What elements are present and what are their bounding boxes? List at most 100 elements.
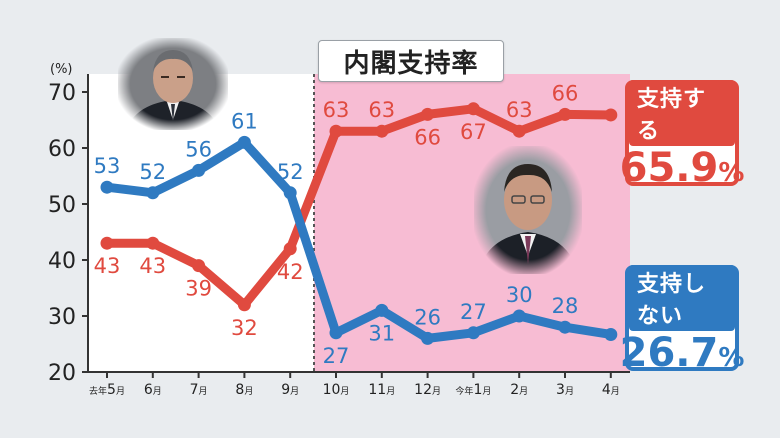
support-data-point [604, 108, 618, 122]
x-tick-month: 3 [556, 382, 565, 398]
support-data-point [558, 107, 572, 121]
support-data-label: 67 [460, 120, 487, 144]
x-tick-prefix: 去年 [89, 385, 107, 397]
support-callout: 支持する 65.9% [620, 80, 744, 188]
x-tick-label: 今年1月 [455, 382, 491, 398]
x-tick-label: 8月 [235, 382, 253, 398]
nonsupport-data-point [512, 309, 526, 323]
x-tick-label: 7月 [190, 382, 208, 398]
support-data-point [192, 259, 206, 273]
nonsupport-data-point [237, 135, 251, 149]
nonsupport-data-label: 30 [506, 283, 533, 307]
support-data-point [329, 124, 343, 138]
x-tick-suffix: 月 [432, 386, 441, 397]
nonsupport-data-point [146, 186, 160, 200]
nonsupport-value-number: 26.7 [619, 330, 719, 376]
x-tick-month: 12 [414, 382, 432, 398]
nonsupport-series-line [102, 137, 616, 343]
x-tick-suffix: 月 [519, 386, 528, 397]
support-data-label: 63 [368, 98, 395, 122]
nonsupport-value-unit: % [718, 343, 745, 373]
support-data-point [100, 236, 114, 250]
nonsupport-callout: 支持しない 26.7% [620, 265, 744, 373]
support-data-point [421, 107, 435, 121]
y-tick-label: 30 [48, 305, 76, 330]
nonsupport-data-point [375, 303, 389, 317]
x-tick-month: 4 [602, 382, 611, 398]
y-tick-label: 20 [48, 361, 76, 386]
support-value-unit: % [718, 158, 745, 188]
support-data-label: 42 [277, 260, 304, 284]
nonsupport-data-label: 27 [460, 300, 487, 324]
x-axis-ticks: 去年5月 6月 7月 8月 9月 10月 11月 12月 今年1月 2月 3月 4月 [89, 372, 620, 398]
x-tick-month: 7 [190, 382, 199, 398]
nonsupport-data-label: 28 [552, 294, 579, 318]
support-data-label: 43 [94, 254, 121, 278]
support-data-label: 43 [139, 254, 166, 278]
x-tick-suffix: 月 [199, 386, 208, 397]
x-tick-suffix: 月 [611, 386, 620, 397]
support-data-point [466, 102, 480, 116]
x-tick-month: 5 [107, 382, 116, 398]
support-value-number: 65.9 [619, 145, 719, 191]
x-tick-month: 6 [144, 382, 153, 398]
y-axis-ticks: 20 30 40 50 60 70 [48, 81, 88, 386]
x-tick-label: 3月 [556, 382, 574, 398]
x-tick-label: 6月 [144, 382, 162, 398]
nonsupport-data-label: 56 [185, 137, 212, 161]
series-layer [100, 102, 618, 345]
x-tick-label: 9月 [281, 382, 299, 398]
portrait-previous-prime-minister [118, 38, 228, 130]
nonsupport-data-point [466, 326, 480, 340]
nonsupport-data-point [283, 186, 297, 200]
support-callout-label: 支持する [629, 80, 735, 146]
support-data-point [146, 236, 160, 250]
support-data-point [512, 124, 526, 138]
support-data-label: 32 [231, 316, 258, 340]
nonsupport-callout-value: 26.7% [620, 333, 745, 373]
nonsupport-data-label: 31 [368, 321, 395, 345]
portrait-current-prime-minister [474, 146, 582, 274]
support-data-point [375, 124, 389, 138]
x-tick-label: 2月 [510, 382, 528, 398]
y-axis-unit: (%) [50, 62, 73, 77]
x-tick-suffix: 月 [482, 386, 491, 397]
nonsupport-data-label: 26 [414, 305, 441, 329]
support-data-label: 66 [414, 125, 441, 149]
x-tick-suffix: 月 [153, 386, 162, 397]
nonsupport-data-point [558, 320, 572, 334]
data-label-layer: 43 43 39 32 42 63 63 66 67 63 66 53 52 56 61 52 27 31 26 27… [94, 81, 579, 367]
support-data-label: 63 [506, 98, 533, 122]
support-series-line [102, 104, 616, 310]
x-tick-month: 9 [281, 382, 290, 398]
x-tick-prefix: 今年 [455, 385, 473, 397]
nonsupport-data-point [192, 163, 206, 177]
x-tick-suffix: 月 [290, 386, 299, 397]
x-tick-suffix: 月 [386, 386, 395, 397]
support-callout-value: 65.9% [620, 148, 745, 188]
x-tick-label: 10月 [323, 382, 350, 398]
nonsupport-data-label: 27 [323, 344, 350, 368]
y-tick-label: 70 [48, 81, 76, 106]
x-tick-suffix: 月 [244, 386, 253, 397]
x-tick-month: 2 [510, 382, 519, 398]
x-tick-month: 11 [368, 382, 386, 398]
nonsupport-data-point [100, 180, 114, 194]
nonsupport-data-point [329, 326, 343, 340]
x-tick-suffix: 月 [116, 386, 125, 397]
support-data-point [237, 298, 251, 312]
previous-pm-icon [118, 38, 228, 130]
nonsupport-data-point [421, 331, 435, 345]
y-tick-label: 50 [48, 193, 76, 218]
x-tick-label: 4月 [602, 382, 620, 398]
nonsupport-callout-label: 支持しない [629, 265, 735, 331]
x-tick-suffix: 月 [340, 386, 349, 397]
nonsupport-data-label: 53 [94, 154, 121, 178]
nonsupport-data-label: 52 [139, 160, 166, 184]
chart-title: 内閣支持率 [318, 40, 504, 82]
x-tick-month: 8 [235, 382, 244, 398]
y-tick-label: 60 [48, 137, 76, 162]
y-tick-label: 40 [48, 249, 76, 274]
support-data-label: 66 [552, 81, 579, 105]
nonsupport-data-label: 61 [231, 109, 258, 133]
